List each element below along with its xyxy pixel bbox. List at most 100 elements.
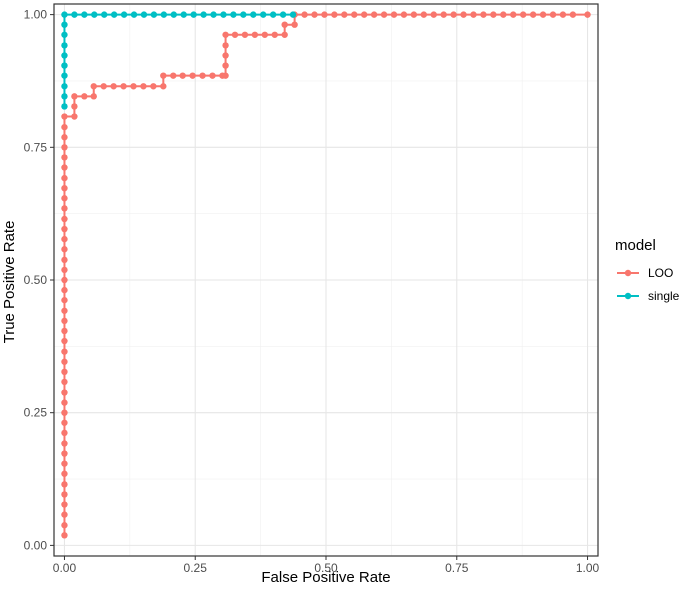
point-loo <box>241 31 249 38</box>
point-loo <box>584 11 591 18</box>
point-single <box>61 42 68 49</box>
point-single <box>110 11 118 18</box>
point-single <box>160 11 168 18</box>
point-loo <box>61 491 68 498</box>
point-single <box>81 11 88 18</box>
point-single <box>61 11 68 18</box>
y-tick-label: 0.00 <box>24 538 48 552</box>
point-single <box>61 62 68 69</box>
x-axis-title: False Positive Rate <box>261 569 390 586</box>
point-loo <box>61 134 68 141</box>
point-single <box>91 11 98 18</box>
point-loo <box>331 11 338 18</box>
point-loo <box>120 83 127 90</box>
point-loo <box>61 266 68 274</box>
point-loo <box>301 11 308 18</box>
point-loo <box>61 481 68 488</box>
point-loo <box>440 11 447 18</box>
point-loo <box>90 83 97 90</box>
point-loo <box>490 11 497 18</box>
point-single <box>61 52 68 59</box>
legend-title: model <box>615 237 656 254</box>
point-single <box>190 11 197 18</box>
point-single <box>101 11 108 18</box>
point-loo <box>549 11 557 18</box>
point-loo <box>569 11 577 18</box>
point-loo <box>61 450 68 457</box>
point-loo <box>160 83 167 90</box>
point-loo <box>61 440 68 447</box>
point-loo <box>170 72 177 79</box>
point-loo <box>61 225 68 233</box>
point-loo <box>90 93 97 100</box>
point-single <box>61 93 68 100</box>
y-tick-label: 0.50 <box>24 273 48 287</box>
point-loo <box>510 11 517 18</box>
point-single <box>150 11 158 18</box>
point-loo <box>311 11 318 18</box>
point-loo <box>61 389 68 396</box>
point-loo <box>400 11 408 18</box>
point-single <box>180 11 187 18</box>
point-loo <box>61 174 68 182</box>
point-loo <box>71 103 78 110</box>
point-loo <box>61 399 68 406</box>
point-loo <box>61 307 68 314</box>
point-single <box>250 11 257 18</box>
y-tick-label: 1.00 <box>24 8 48 22</box>
point-loo <box>281 21 288 28</box>
point-loo <box>140 83 147 90</box>
point-single <box>230 11 237 18</box>
point-loo <box>222 42 229 49</box>
point-single <box>260 11 267 18</box>
point-loo <box>291 21 298 28</box>
series-single <box>61 11 297 110</box>
point-loo <box>61 296 68 304</box>
point-loo <box>130 83 137 90</box>
point-single <box>269 11 277 18</box>
point-loo <box>71 113 78 120</box>
x-tick-label: 0.25 <box>184 561 208 575</box>
y-axis-title: True Positive Rate <box>1 221 18 344</box>
point-loo <box>61 470 68 477</box>
point-loo <box>61 501 68 508</box>
point-loo <box>222 31 229 38</box>
legend-key-point-single <box>624 292 632 300</box>
x-tick-label: 0.50 <box>314 561 338 575</box>
point-loo <box>222 72 229 79</box>
point-loo <box>222 62 229 69</box>
point-loo <box>81 93 88 100</box>
point-loo <box>61 532 68 539</box>
point-loo <box>480 11 487 18</box>
point-loo <box>370 11 378 18</box>
point-loo <box>61 429 68 437</box>
point-single <box>279 11 287 18</box>
point-loo <box>61 460 68 467</box>
point-loo <box>61 348 68 355</box>
point-loo <box>380 11 388 18</box>
point-single <box>61 72 68 79</box>
point-loo <box>261 31 268 38</box>
point-loo <box>199 72 206 79</box>
legend-label-single: single <box>648 289 680 303</box>
point-single <box>140 11 148 18</box>
x-tick-label: 0.75 <box>445 561 469 575</box>
panel-border <box>53 3 599 557</box>
point-loo <box>61 276 68 284</box>
point-loo <box>71 93 78 100</box>
point-loo <box>281 31 288 38</box>
point-single <box>210 11 217 18</box>
point-loo <box>222 52 229 59</box>
point-single <box>200 11 207 18</box>
point-loo <box>321 11 328 18</box>
point-single <box>61 31 68 38</box>
point-loo <box>61 144 68 151</box>
legend: model LOO single <box>615 237 680 303</box>
point-loo <box>61 409 68 416</box>
point-loo <box>460 11 467 18</box>
point-loo <box>410 11 418 18</box>
point-loo <box>61 511 68 518</box>
point-loo <box>189 72 196 79</box>
legend-key-point-loo <box>624 269 632 277</box>
